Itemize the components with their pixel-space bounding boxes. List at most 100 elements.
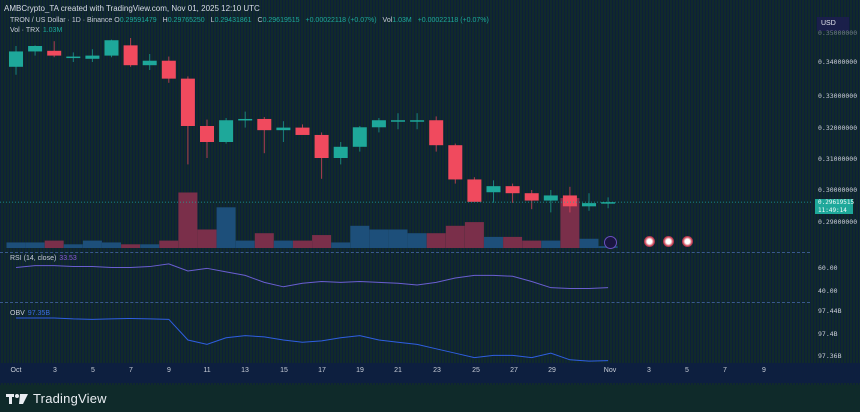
candle-body [66, 56, 81, 59]
volume-value: 1.03M [392, 17, 412, 24]
volume-bar [216, 207, 236, 248]
candle-body [429, 120, 444, 146]
price-tick: 0.31000000 [818, 155, 858, 163]
obv-tick-1: 97.44B [818, 307, 842, 315]
change-value: +0.00022118 (+0.07%) [305, 17, 377, 24]
volume-bar [484, 236, 503, 248]
obv-line [16, 317, 609, 362]
volume-bar [273, 240, 293, 248]
candle-body [123, 45, 138, 66]
candle-body [142, 60, 157, 66]
volume-bar [102, 242, 121, 248]
rsi-line [15, 263, 609, 290]
volume-bar [445, 225, 465, 248]
time-axis[interactable] [0, 363, 860, 383]
candle-body [200, 126, 214, 142]
dividend-event-icon[interactable] [604, 236, 617, 249]
current-price-tag: 0.29619515 11:49:14 [815, 199, 854, 214]
price-tick: 0.33000000 [818, 92, 858, 100]
obv-tick-2: 97.4B [818, 330, 838, 338]
candle-body [9, 51, 23, 67]
rsi-tick-40: 40.00 [818, 287, 838, 295]
symbol-title[interactable]: TRON / US Dollar · 1D · Binance [10, 17, 113, 24]
volume-bar [350, 225, 370, 248]
volume-bar [522, 240, 542, 248]
candle-body [391, 120, 405, 122]
us-flag-event-icon[interactable] [682, 236, 693, 247]
low-value: 0.29431861 [214, 17, 252, 24]
us-flag-event-icon[interactable] [644, 236, 655, 247]
time-tick: 3 [53, 367, 57, 374]
candle-body [543, 195, 558, 201]
candle-body [257, 118, 272, 131]
volume-bar [44, 240, 64, 248]
obv-legend[interactable]: OBV 97.35B [10, 310, 50, 317]
time-tick: 21 [394, 367, 402, 374]
pane-separator[interactable] [0, 302, 810, 304]
volume-bar [541, 240, 561, 248]
candle-body [524, 193, 539, 201]
candle-body [85, 55, 100, 59]
time-tick: 9 [167, 367, 171, 374]
close-value: 0.29619515 [262, 17, 300, 24]
time-tick: 11 [203, 367, 211, 374]
volume-bar [369, 229, 389, 248]
volume-bar [121, 244, 141, 248]
candle-body [314, 134, 329, 158]
obv-value: 97.35B [27, 310, 50, 317]
open-value: 0.29591479 [119, 17, 157, 24]
candle-body [238, 118, 253, 121]
candle-body [352, 127, 367, 147]
time-tick: 13 [241, 367, 249, 374]
volume-legend[interactable]: Vol · TRX 1.03M [10, 27, 63, 34]
time-tick: 19 [356, 367, 364, 374]
volume-bar [407, 233, 427, 248]
volume-bar [82, 240, 102, 248]
tradingview-logo-icon [6, 393, 28, 404]
volume-bar [464, 222, 484, 248]
volume-bar [254, 233, 274, 248]
volume-bar [140, 244, 160, 248]
candle-body [333, 146, 348, 158]
volume-bar [197, 229, 217, 248]
time-tick: 5 [685, 367, 689, 374]
volume-bar [6, 242, 26, 248]
time-tick: 27 [510, 367, 518, 374]
time-tick: Nov [603, 367, 617, 374]
volume-bar [579, 238, 599, 248]
tradingview-logo[interactable]: TradingView [6, 391, 107, 406]
candle-body [410, 120, 425, 122]
time-tick: 25 [472, 367, 480, 374]
volume-bar [388, 229, 408, 248]
symbol-legend: TRON / US Dollar · 1D · Binance O0.29591… [10, 17, 489, 24]
candle-body [448, 145, 463, 180]
created-by-line: AMBCrypto_TA created with TradingView.co… [4, 4, 260, 13]
candle-body [505, 186, 520, 194]
candle-body [582, 203, 596, 207]
time-tick: 7 [723, 367, 727, 374]
price-chart[interactable] [0, 0, 860, 385]
candle-body [47, 50, 62, 56]
time-tick: 15 [280, 367, 288, 374]
volume-bar [503, 236, 523, 248]
candle-body [295, 127, 310, 135]
candle-body [28, 46, 43, 52]
pane-separator[interactable] [0, 252, 810, 254]
obv-tick-3: 97.36B [818, 352, 842, 360]
currency-button[interactable]: USD [817, 17, 849, 31]
volume-bar [331, 242, 351, 248]
time-tick: 7 [129, 367, 133, 374]
volume-bar [312, 235, 332, 248]
high-value: 0.29765250 [167, 17, 205, 24]
time-tick: 3 [647, 367, 651, 374]
candle-body [371, 120, 386, 128]
rsi-value: 33.53 [59, 255, 77, 262]
volume-bar [178, 192, 198, 248]
candle-body [601, 202, 616, 204]
price-tick: 0.34000000 [818, 58, 858, 66]
candle-body [562, 195, 577, 207]
us-flag-event-icon[interactable] [663, 236, 674, 247]
candle-body [104, 40, 119, 56]
price-tick: 0.32000000 [818, 124, 858, 132]
rsi-legend[interactable]: RSI (14, close) 33.53 [10, 255, 77, 262]
